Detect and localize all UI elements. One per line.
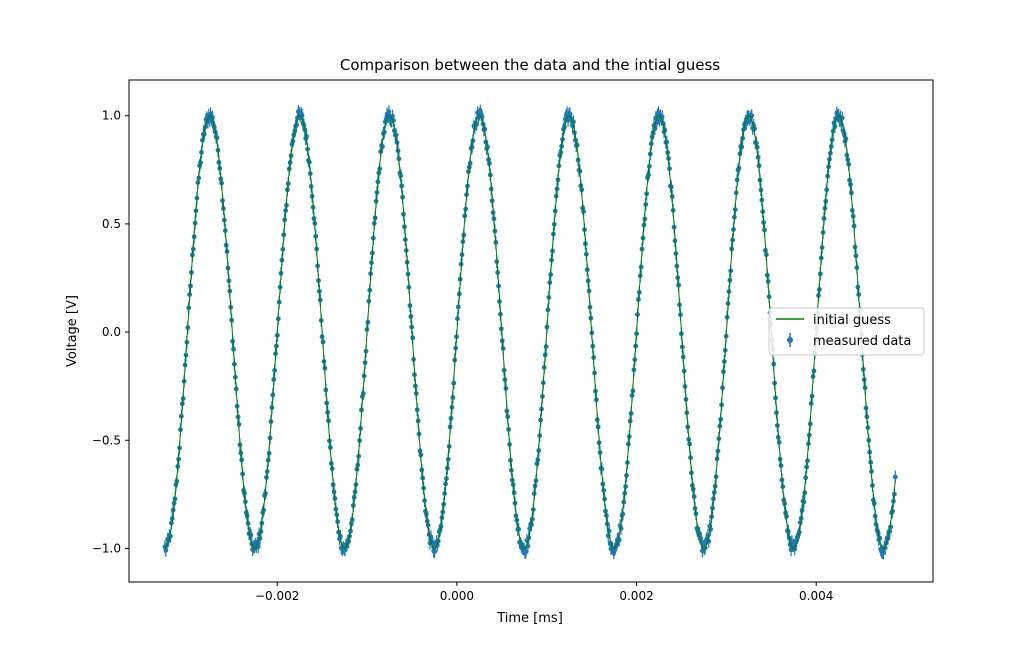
- measured-data-point: [216, 160, 222, 165]
- legend-label-initial-guess: initial guess: [813, 313, 891, 328]
- legend-box: [768, 307, 925, 356]
- y-tick-label: 0.0: [102, 325, 121, 339]
- measured-data-point: [467, 160, 473, 166]
- measured-data-point: [523, 549, 529, 555]
- measured-data-point: [350, 503, 356, 508]
- measured-data-point: [469, 144, 475, 150]
- y-tick-label: 0.5: [102, 217, 121, 231]
- legend-label-measured-data: measured data: [813, 334, 911, 349]
- measured-data-point: [378, 149, 384, 154]
- measured-data-point: [567, 111, 573, 117]
- measured-data-point: [880, 550, 886, 556]
- initial-guess-line: [164, 115, 896, 549]
- y-tick-label: −0.5: [92, 433, 121, 447]
- measured-data-point: [788, 547, 794, 553]
- plot-frame: [128, 79, 934, 583]
- legend-marker-measured-data: [787, 337, 793, 343]
- x-tick-label: 0.002: [619, 589, 653, 603]
- x-tick-label: 0.004: [799, 589, 833, 603]
- y-tick-label: 1.0: [102, 109, 121, 123]
- x-axis-label: Time [ms]: [496, 611, 563, 626]
- measured-data-point: [432, 549, 437, 555]
- measured-data-point: [872, 513, 878, 519]
- y-tick-label: −1.0: [92, 541, 121, 555]
- x-tick-label: 0.000: [440, 589, 474, 603]
- measured-data-point: [618, 526, 624, 531]
- measured-data-point: [606, 528, 612, 534]
- y-axis: 1.0 0.5 0.0 −0.5 −1.0: [92, 109, 129, 555]
- legend: initial guess measured data: [768, 307, 925, 356]
- measured-data-point: [792, 546, 798, 552]
- measured-data-point: [386, 109, 392, 115]
- x-axis: −0.002 0.000 0.002 0.004: [255, 582, 833, 603]
- measured-data-point: [210, 114, 215, 120]
- measured-data-point: [892, 474, 898, 480]
- measured-data-point: [801, 499, 807, 505]
- y-axis-label: Voltage [V]: [65, 295, 80, 367]
- chart-title: Comparison between the data and the inti…: [340, 56, 720, 74]
- data-layer: [162, 104, 898, 560]
- measured-data-point: [163, 547, 169, 553]
- measured-data-point: [802, 490, 808, 496]
- x-tick-label: −0.002: [255, 589, 299, 603]
